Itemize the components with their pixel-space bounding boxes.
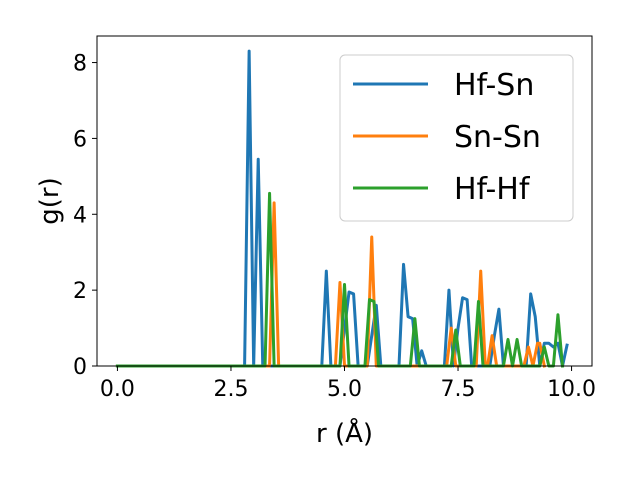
y-tick-label: 6 xyxy=(73,127,87,152)
x-axis-label: r (Å) xyxy=(316,417,373,449)
legend-entry-label: Hf-Sn xyxy=(454,68,534,103)
legend: Hf-Sn Sn-Sn Hf-Hf xyxy=(339,54,574,222)
y-tick-label: 4 xyxy=(73,203,87,228)
legend-box xyxy=(339,54,574,222)
x-tick-label: 5.0 xyxy=(327,377,362,402)
x-tick-label: 0.0 xyxy=(100,377,135,402)
y-axis-ticks: 0 2 4 6 8 xyxy=(73,52,97,380)
legend-entry-label: Hf-Hf xyxy=(454,172,531,207)
legend-entry-label: Sn-Sn xyxy=(454,120,541,155)
x-axis-ticks: 0.0 2.5 5.0 7.5 10.0 xyxy=(100,366,596,402)
y-tick-label: 2 xyxy=(73,279,87,304)
y-tick-label: 8 xyxy=(73,52,87,77)
y-tick-label: 0 xyxy=(73,355,87,380)
x-tick-label: 2.5 xyxy=(213,377,248,402)
y-axis-label: g(r) xyxy=(35,177,65,224)
x-tick-label: 10.0 xyxy=(547,377,596,402)
x-tick-label: 7.5 xyxy=(441,377,476,402)
